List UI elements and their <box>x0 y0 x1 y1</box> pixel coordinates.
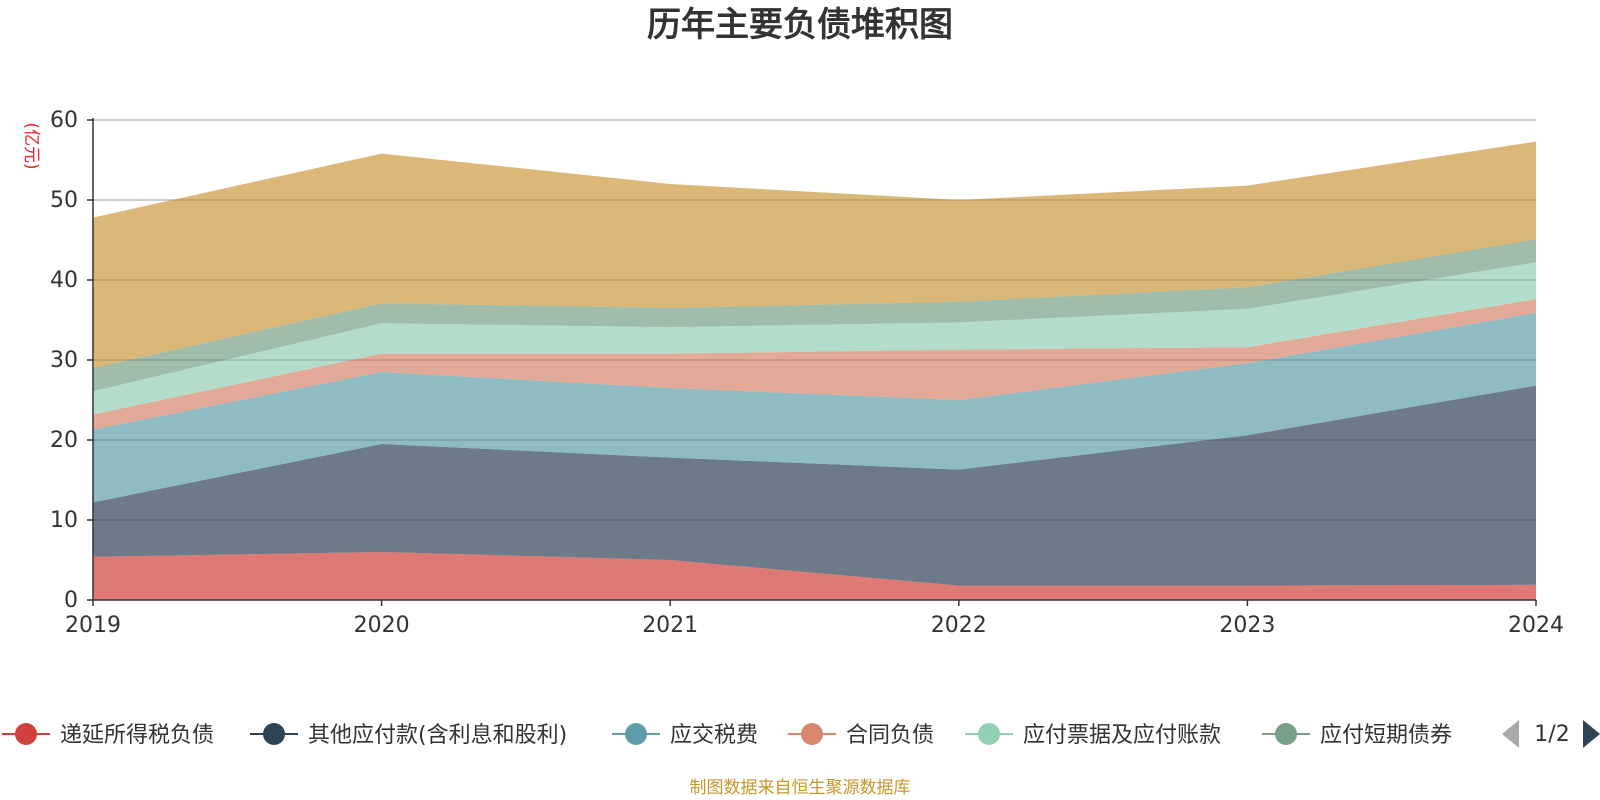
x-tick-labels: 2019 2020 2021 2022 2023 2024 <box>65 613 1564 638</box>
y-tick-label: 60 <box>50 108 78 133</box>
x-tick-label: 2023 <box>1219 613 1275 638</box>
legend-prev-page-icon[interactable] <box>1502 720 1519 748</box>
legend: 递延所得税负债 其他应付款(含利息和股利) 应交税费 合同负债 应付票据及应付账款 应付短… <box>2 723 1452 748</box>
area-series-7 <box>93 141 1536 368</box>
area-series <box>93 119 1536 600</box>
legend-label: 合同负债 <box>846 723 934 748</box>
legend-item[interactable]: 应付短期债券 <box>1262 723 1452 748</box>
y-tick-label: 0 <box>64 588 78 613</box>
legend-circle-icon <box>625 723 647 745</box>
legend-item[interactable]: 应交税费 <box>612 723 758 748</box>
legend-next-page-icon[interactable] <box>1583 720 1600 748</box>
area-series-4 <box>93 299 1536 430</box>
legend-pager: 1/2 <box>1502 720 1600 748</box>
y-tick-label: 30 <box>50 348 78 373</box>
legend-label: 应付短期债券 <box>1320 723 1452 748</box>
legend-item[interactable]: 递延所得税负债 <box>2 723 214 748</box>
x-tick-label: 2020 <box>354 613 410 638</box>
data-source-note: 制图数据来自恒生聚源数据库 <box>690 778 911 798</box>
legend-page-indicator: 1/2 <box>1534 722 1569 747</box>
area-series-5 <box>93 262 1536 415</box>
chart-title: 历年主要负债堆积图 <box>647 5 953 45</box>
legend-label: 递延所得税负债 <box>60 723 214 748</box>
area-series-1 <box>93 552 1536 600</box>
area-series-3 <box>93 312 1536 503</box>
legend-circle-icon <box>1275 723 1297 745</box>
legend-label: 应付票据及应付账款 <box>1023 723 1221 748</box>
legend-item[interactable]: 其他应付款(含利息和股利) <box>250 723 567 748</box>
legend-item[interactable]: 应付票据及应付账款 <box>965 723 1221 748</box>
y-tick-label: 20 <box>50 428 78 453</box>
legend-circle-icon <box>978 723 1000 745</box>
y-tick-label: 50 <box>50 188 78 213</box>
legend-circle-icon <box>263 723 285 745</box>
area-series-6 <box>93 239 1536 392</box>
x-tick-label: 2022 <box>931 613 987 638</box>
y-tick-label: 10 <box>50 508 78 533</box>
legend-circle-icon <box>801 723 823 745</box>
legend-item[interactable]: 合同负债 <box>788 723 934 748</box>
area-series-2 <box>93 385 1536 586</box>
y-tick-labels: 0 10 20 30 40 50 60 <box>50 108 78 613</box>
y-tick-label: 40 <box>50 268 78 293</box>
x-tick-label: 2021 <box>642 613 698 638</box>
legend-circle-icon <box>15 723 37 745</box>
legend-label: 其他应付款(含利息和股利) <box>308 723 567 748</box>
axes <box>87 118 1537 606</box>
y-axis-label: (亿元) <box>21 122 41 169</box>
legend-label: 应交税费 <box>670 723 758 748</box>
x-tick-label: 2024 <box>1508 613 1564 638</box>
x-tick-label: 2019 <box>65 613 121 638</box>
